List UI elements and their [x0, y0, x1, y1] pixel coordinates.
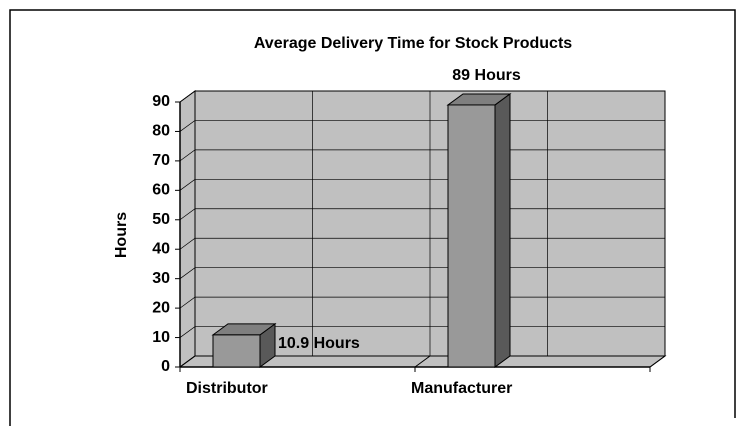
- y-axis-label: Hours: [113, 212, 130, 258]
- y-tick-label: 80: [152, 123, 170, 140]
- bar-side: [494, 92, 511, 368]
- y-tick-label: 0: [161, 358, 170, 375]
- floor-divider: [649, 355, 666, 368]
- y-tick-label: 50: [152, 211, 170, 228]
- y-tick-label: 20: [152, 299, 170, 316]
- y-tick-label: 30: [152, 270, 170, 287]
- side-wall: [179, 90, 196, 368]
- value-label: 10.9 Hours: [278, 335, 360, 352]
- frame: [9, 9, 736, 426]
- y-tick-label: 60: [152, 182, 170, 199]
- grid-line: [179, 90, 665, 103]
- bar: [447, 104, 496, 368]
- chart-title: Average Delivery Time for Stock Products: [254, 35, 572, 52]
- y-tick-label: 70: [152, 152, 170, 169]
- value-label: 89 Hours: [452, 67, 521, 84]
- floor-divider: [414, 355, 431, 368]
- x-tick-label: Distributor: [186, 380, 268, 397]
- y-tick-label: 40: [152, 240, 170, 257]
- bar: [212, 334, 261, 368]
- y-tick-label: 10: [152, 329, 170, 346]
- x-tick-label: Manufacturer: [411, 380, 512, 397]
- y-tick-label: 90: [152, 93, 170, 110]
